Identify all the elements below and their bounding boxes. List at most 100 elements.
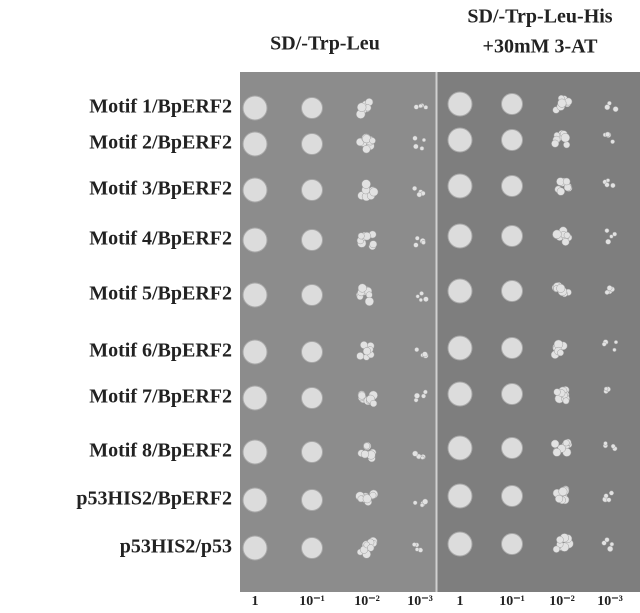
colony: [412, 135, 418, 141]
colony: [556, 283, 566, 293]
colony: [412, 450, 419, 457]
colony: [357, 283, 367, 293]
colony: [414, 235, 420, 241]
colony-spot: [447, 435, 473, 461]
colony-spot: [301, 179, 323, 201]
colony: [369, 137, 376, 144]
colony: [603, 441, 608, 446]
colony: [552, 448, 562, 457]
colony-spot: [447, 335, 473, 361]
colony-spot: [242, 227, 268, 253]
colony-spot: [447, 173, 473, 199]
colony: [605, 238, 612, 245]
colony: [563, 141, 571, 149]
colony: [414, 347, 420, 353]
colony: [604, 131, 611, 138]
colony: [411, 542, 417, 547]
colony: [421, 137, 427, 143]
colony: [562, 439, 570, 447]
colony: [418, 297, 423, 303]
colony-spot: [501, 437, 523, 459]
colony-spot: [242, 487, 268, 513]
colony: [601, 341, 607, 347]
dilution-label: 1: [252, 594, 259, 609]
colony: [551, 139, 560, 148]
colony: [603, 386, 609, 392]
colony: [364, 296, 374, 307]
colony: [606, 285, 613, 291]
colony: [422, 498, 429, 505]
dilution-label: 1: [457, 594, 464, 609]
row-label: Motif 2/BpERF2: [89, 132, 232, 154]
colony: [419, 146, 425, 151]
colony: [367, 544, 375, 552]
plate-right: [437, 72, 640, 592]
colony: [420, 455, 425, 460]
colony: [362, 347, 372, 356]
colony: [610, 443, 616, 449]
colony: [603, 493, 609, 499]
colony: [414, 392, 420, 399]
colony-spot: [242, 385, 268, 411]
colony: [555, 494, 564, 503]
colony: [415, 294, 420, 299]
colony-spot: [501, 225, 523, 247]
colony: [363, 442, 371, 450]
colony: [610, 182, 616, 189]
row-label: Motif 7/BpERF2: [89, 386, 232, 408]
colony: [604, 104, 611, 111]
colony: [563, 231, 571, 239]
row-label: p53HIS2/p53: [120, 536, 232, 558]
dilution-label: 10⁻³: [407, 594, 433, 609]
colony-spot: [242, 282, 268, 308]
colony: [557, 349, 564, 357]
colony-spot: [501, 485, 523, 507]
colony: [423, 389, 428, 395]
colony-spot: [242, 177, 268, 203]
colony: [609, 234, 614, 239]
colony-spot: [242, 131, 268, 157]
colony: [552, 545, 561, 553]
colony: [606, 497, 612, 503]
colony: [550, 439, 560, 449]
colony-spot: [242, 439, 268, 465]
colony: [416, 191, 423, 198]
colony: [421, 393, 427, 399]
colony: [612, 347, 617, 352]
row-label: Motif 6/BpERF2: [89, 340, 232, 362]
colony: [413, 242, 419, 248]
colony-spot: [501, 129, 523, 151]
dilution-label: 10⁻²: [354, 594, 380, 609]
colony: [556, 187, 565, 196]
row-label: p53HIS2/BpERF2: [76, 488, 232, 510]
colony-spot: [447, 127, 473, 153]
colony: [357, 232, 365, 240]
colony-spot: [501, 93, 523, 115]
spots: [242, 91, 619, 561]
colony-spot: [301, 284, 323, 306]
colony-spot: [301, 387, 323, 409]
colony-spot: [501, 280, 523, 302]
colony: [362, 494, 372, 504]
colony: [357, 391, 366, 400]
colony-spot: [447, 531, 473, 557]
colony-spot: [242, 535, 268, 561]
row-label: Motif 3/BpERF2: [89, 178, 232, 200]
colony-spot: [447, 483, 473, 509]
row-label: Motif 1/BpERF2: [89, 96, 232, 118]
colony: [560, 133, 570, 143]
colony: [608, 490, 614, 496]
header-right: SD/-Trp-Leu-His: [467, 6, 612, 28]
colony: [562, 397, 570, 405]
colony-spot: [501, 337, 523, 359]
colony: [421, 240, 426, 245]
row-label: Motif 5/BpERF2: [89, 283, 232, 305]
colony: [612, 106, 619, 113]
colony: [421, 351, 428, 358]
colony-spot: [242, 339, 268, 365]
colony: [557, 98, 567, 108]
colony-spot: [501, 175, 523, 197]
colony: [604, 537, 610, 543]
colony-spot: [301, 489, 323, 511]
colony-spot: [301, 341, 323, 363]
